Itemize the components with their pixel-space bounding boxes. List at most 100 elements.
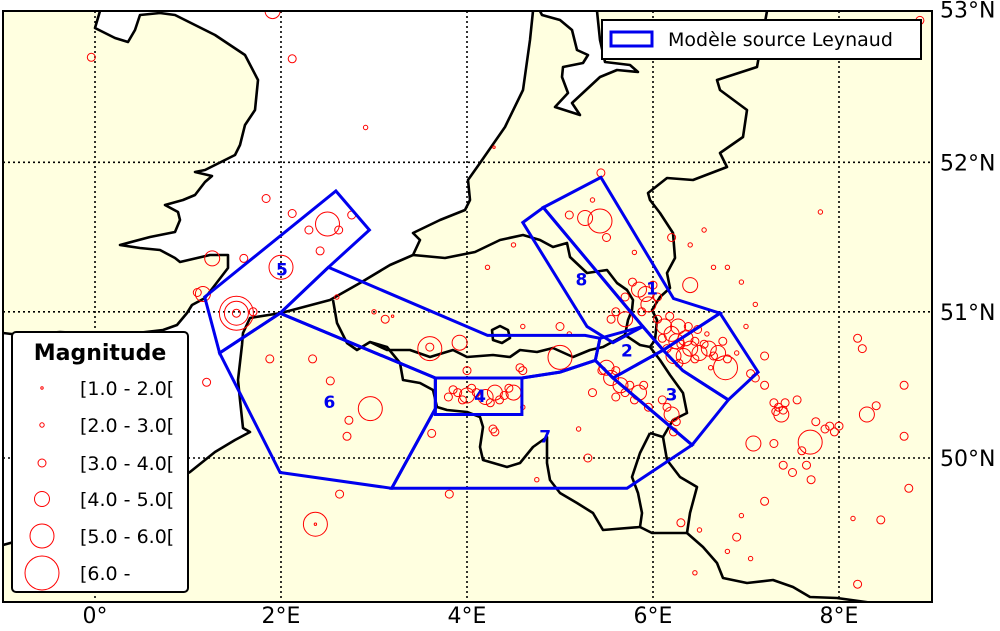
magnitude-legend: Magnitude [1.0 - 2.0[[2.0 - 3.0[[3.0 - 4…: [11, 331, 189, 593]
magnitude-legend-label: [4.0 - 5.0[: [80, 489, 174, 511]
border-flanders-wallonia: [369, 333, 626, 359]
earthquake-marker: [612, 377, 629, 394]
earthquake-marker: [515, 363, 525, 373]
earthquake-marker: [743, 323, 749, 330]
earthquake-marker: [325, 376, 335, 386]
border-netherlands-belgium: [412, 233, 651, 349]
earthquake-marker: [788, 468, 797, 477]
earthquake-marker: [583, 453, 593, 463]
earthquake-marker: [484, 264, 491, 270]
earthquake-marker: [86, 52, 96, 62]
earthquake-marker: [780, 398, 790, 408]
earthquake-marker: [778, 460, 788, 470]
earthquake-marker: [760, 351, 770, 361]
earthquake-marker: [806, 475, 816, 485]
earthquake-marker: [504, 383, 514, 393]
earthquake-marker: [380, 314, 390, 324]
border-germany-luxembourg: [661, 436, 699, 534]
earthquake-marker: [871, 401, 881, 411]
earthquake-marker: [575, 426, 582, 432]
earthquake-marker: [747, 555, 754, 562]
earthquake-marker: [682, 277, 699, 294]
earthquake-marker: [427, 428, 437, 438]
earthquake-marker: [792, 395, 802, 405]
magnitude-legend-label: [6.0 -: [80, 563, 131, 585]
earthquake-marker: [710, 264, 717, 270]
lon-tick-label: 0°: [83, 604, 108, 629]
earthquake-marker: [696, 527, 703, 533]
earthquake-marker: [334, 294, 340, 300]
zone-label: 8: [575, 271, 587, 291]
source-zone-polygon: [660, 311, 761, 402]
zone-label: 5: [276, 260, 288, 280]
earthquake-marker: [390, 314, 395, 318]
earthquake-marker: [315, 246, 325, 256]
earthquake-marker: [611, 307, 621, 317]
earthquake-marker: [904, 483, 914, 493]
earthquake-marker: [492, 145, 496, 149]
earthquake-marker: [518, 366, 528, 376]
earthquake-marker: [589, 197, 596, 203]
magnitude-legend-label: [1.0 - 2.0[: [80, 378, 174, 400]
earthquake-marker: [657, 333, 667, 343]
earthquake-marker: [760, 496, 770, 506]
source-zone-polygon: [520, 205, 646, 345]
earthquake-marker: [555, 322, 565, 331]
earthquake-marker: [371, 309, 377, 315]
earthquake-marker: [769, 439, 779, 448]
magnitude-legend-marker: [40, 386, 44, 390]
earthquake-marker: [485, 398, 495, 408]
earthquake-marker: [722, 354, 732, 364]
earthquake-marker: [588, 388, 597, 398]
magnitude-legend-marker: [37, 458, 47, 468]
earthquake-marker: [547, 344, 573, 370]
earthquake-marker: [459, 387, 475, 404]
earthquake-marker: [628, 277, 637, 287]
earthquake-marker: [451, 334, 468, 351]
earthquake-marker: [639, 380, 649, 390]
earthquake-marker: [462, 366, 472, 376]
earthquake-marker: [620, 292, 630, 302]
earthquake-marker: [631, 249, 638, 256]
lon-tick-label: 2°E: [262, 604, 301, 629]
border-belgium-luxembourg: [630, 432, 652, 528]
earthquake-marker: [486, 384, 503, 401]
border-belgium-germany: [648, 346, 689, 439]
earthquake-marker: [687, 242, 693, 248]
lat-tick-label: 50°N: [940, 447, 995, 472]
earthquake-marker: [734, 350, 740, 356]
earthquake-marker: [643, 402, 653, 412]
zone-label: 1: [646, 280, 658, 300]
magnitude-legend-label: [5.0 - 6.0[: [80, 526, 174, 548]
earthquake-marker: [443, 392, 453, 402]
earthquake-marker: [829, 427, 839, 437]
earthquake-marker: [708, 365, 714, 371]
earthquake-marker: [602, 233, 611, 242]
earthquake-marker: [802, 460, 811, 470]
earthquake-marker: [724, 548, 731, 555]
earthquake-marker: [663, 406, 680, 423]
zone-label: 4: [474, 387, 486, 407]
zone-label: 7: [539, 428, 551, 448]
earthquake-marker: [218, 295, 254, 331]
source-zone-polygon: [277, 265, 602, 380]
border-brussels: [490, 324, 512, 345]
earthquake-marker: [676, 518, 686, 528]
earthquake-marker: [769, 398, 779, 408]
border-france-germany: [686, 532, 876, 602]
earthquake-marker: [611, 366, 621, 376]
earthquake-marker: [248, 307, 258, 317]
earthquake-marker: [268, 254, 294, 280]
earthquake-marker: [313, 522, 318, 526]
earthquake-marker: [899, 431, 909, 441]
earthquake-marker: [752, 301, 758, 308]
earthquake-marker: [223, 300, 249, 326]
earthquake-marker: [738, 279, 745, 285]
earthquake-marker: [357, 396, 383, 422]
earthquake-marker: [315, 211, 340, 237]
earthquake-marker: [457, 395, 467, 405]
earthquake-marker: [692, 570, 698, 576]
earthquake-marker: [665, 311, 675, 321]
lat-tick-label: 52°N: [940, 151, 995, 176]
earthquake-marker: [657, 395, 667, 405]
